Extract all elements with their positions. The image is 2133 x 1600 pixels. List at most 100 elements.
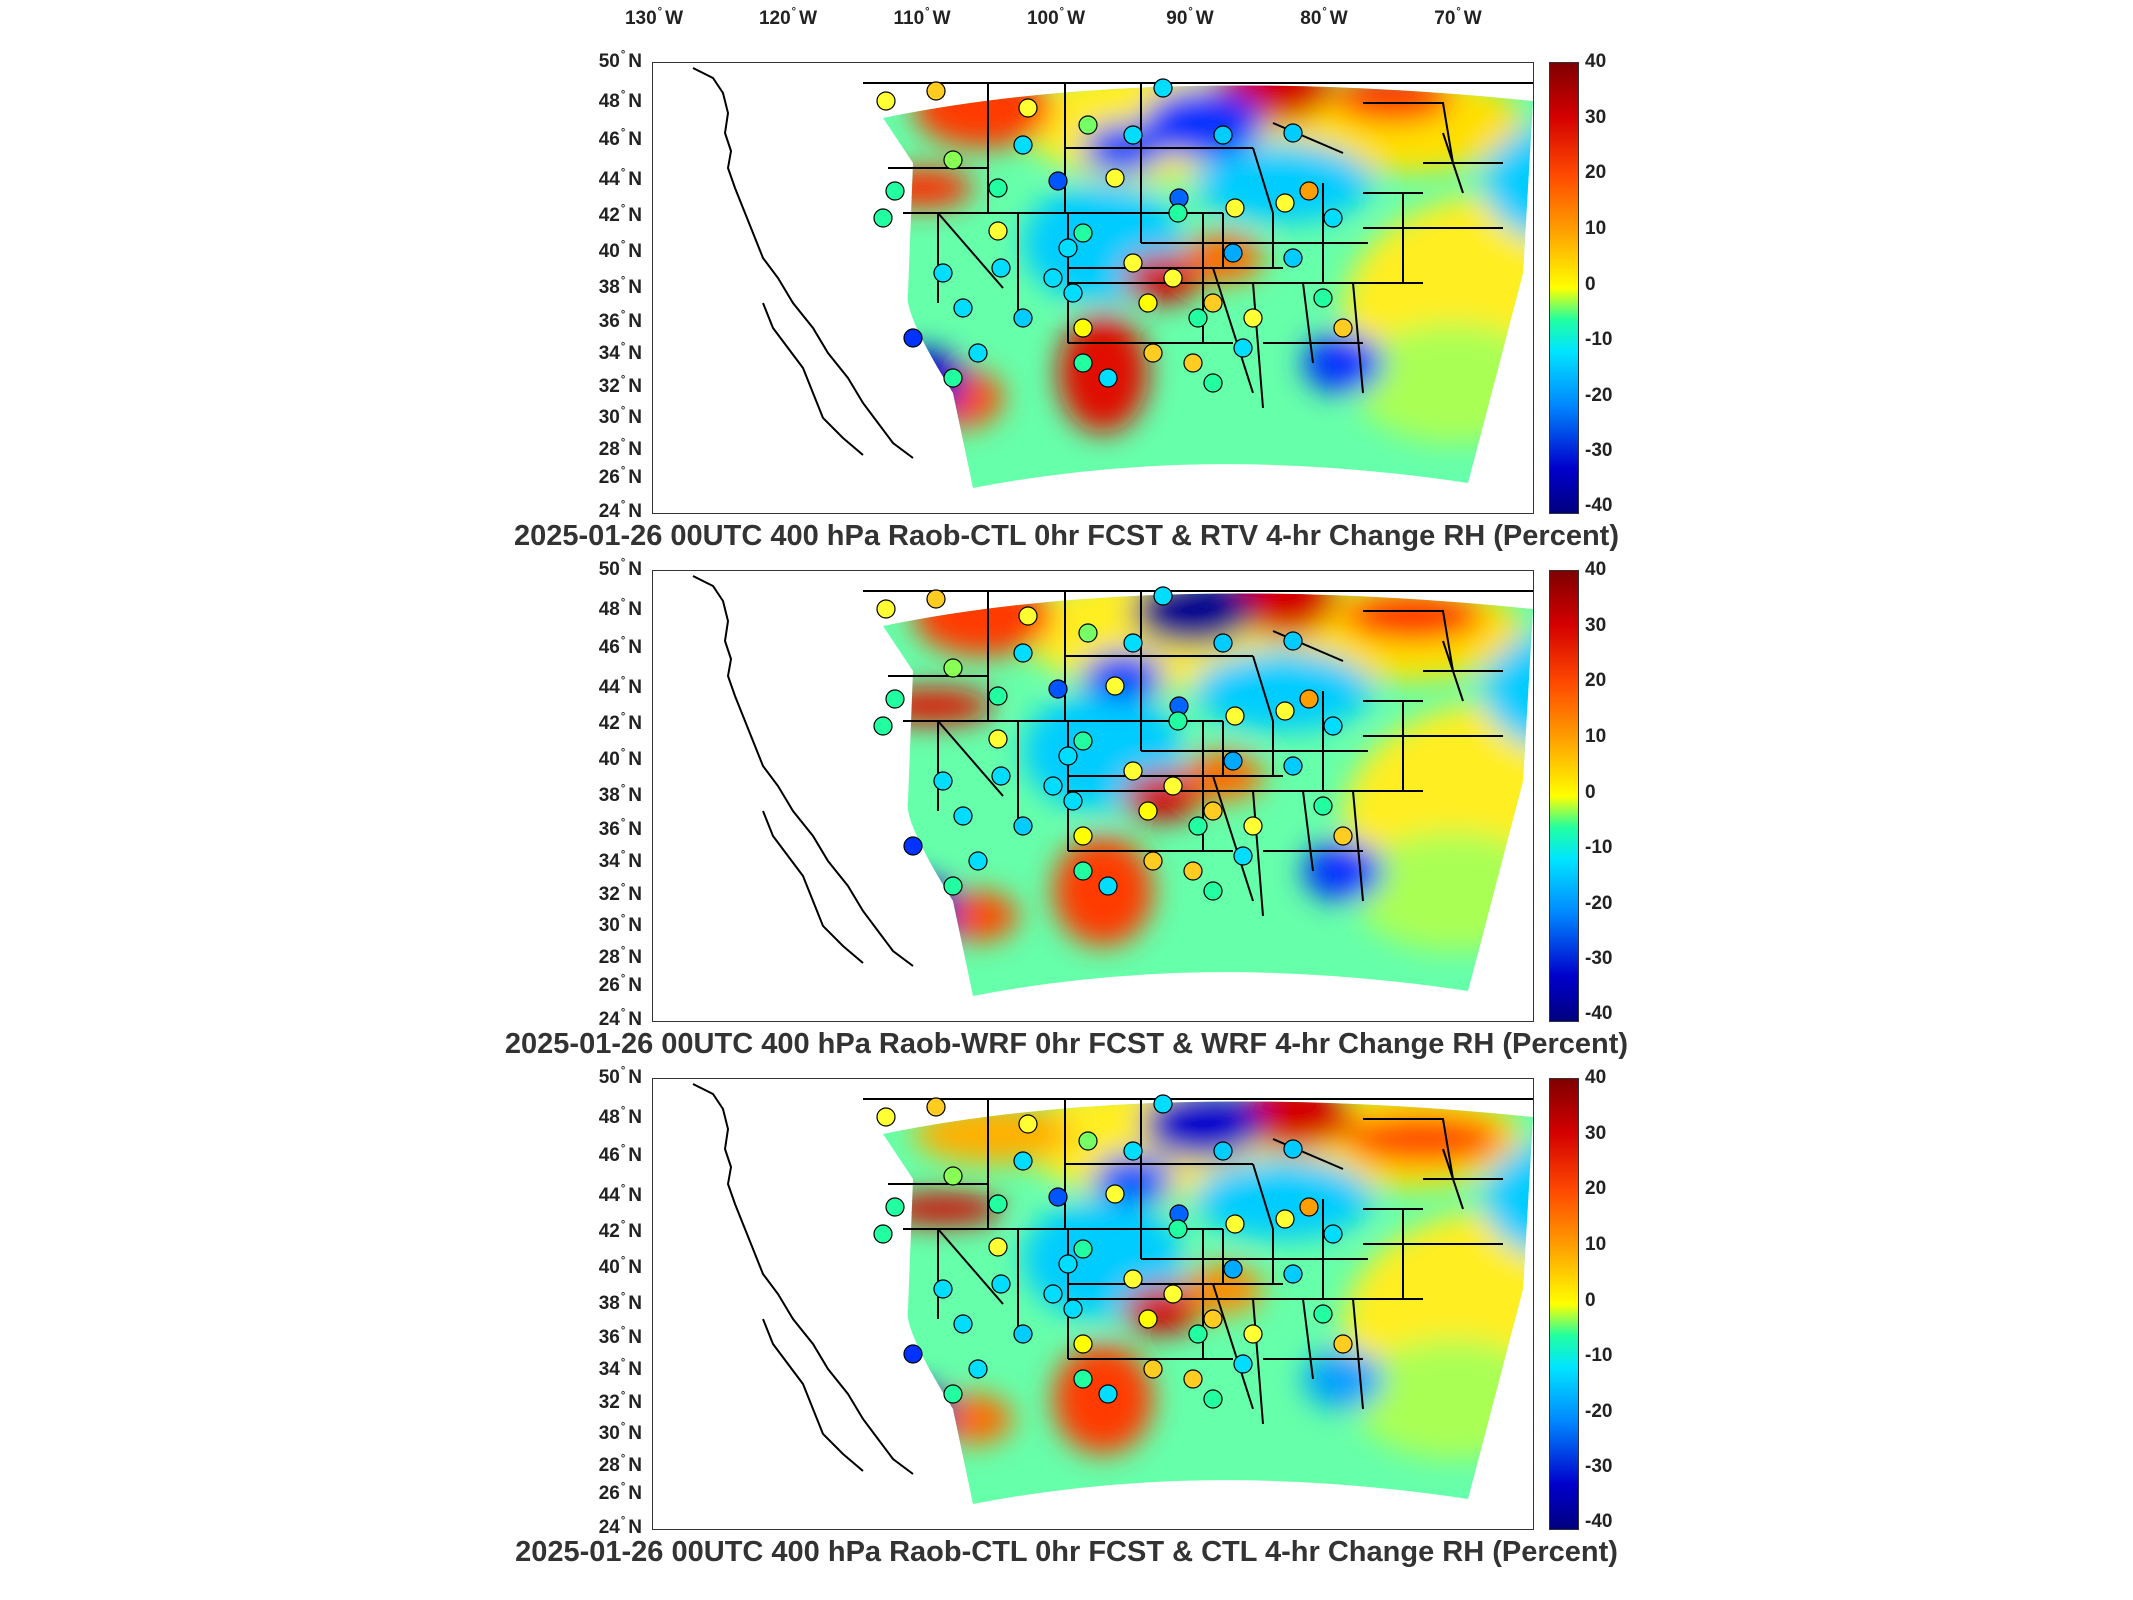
lat-label: 42° N	[598, 1219, 642, 1242]
raob-station-marker	[988, 178, 1008, 198]
raob-station-marker	[1138, 293, 1158, 313]
colorbar-tick: 30	[1585, 615, 1607, 636]
raob-station-marker	[1078, 623, 1098, 643]
lat-label: 24° N	[598, 1515, 642, 1538]
lat-label: 46° N	[598, 127, 642, 150]
colorbar-tick: 0	[1585, 274, 1596, 295]
rh-change-field	[883, 1101, 1533, 1505]
raob-station-marker	[1048, 171, 1068, 191]
raob-station-marker	[873, 716, 893, 736]
raob-station-marker	[1203, 1309, 1223, 1329]
raob-station-marker	[1233, 338, 1253, 358]
raob-station-marker	[1098, 876, 1118, 896]
raob-station-marker	[1299, 181, 1319, 201]
coastline	[762, 302, 864, 456]
rh-change-map	[652, 570, 1534, 1022]
raob-station-marker	[1123, 761, 1143, 781]
raob-station-marker	[876, 91, 896, 111]
raob-station-marker	[926, 1097, 946, 1117]
raob-station-marker	[991, 766, 1011, 786]
raob-station-marker	[1313, 288, 1333, 308]
raob-station-marker	[1123, 633, 1143, 653]
raob-station-marker	[1203, 1389, 1223, 1409]
raob-station-marker	[1078, 1131, 1098, 1151]
raob-station-marker	[1073, 731, 1093, 751]
raob-station-marker	[903, 328, 923, 348]
raob-station-marker	[988, 729, 1008, 749]
colorbar-tick: -30	[1585, 1456, 1613, 1477]
lat-label: 30° N	[598, 913, 642, 936]
raob-station-marker	[1058, 746, 1078, 766]
colorbar-tick: -10	[1585, 1345, 1613, 1366]
state-line	[1352, 282, 1364, 394]
raob-station-marker	[1163, 776, 1183, 796]
state-line	[1302, 1298, 1314, 1380]
raob-station-marker	[1223, 751, 1243, 771]
rh-blob	[883, 1384, 953, 1444]
rh-blob	[1093, 1154, 1173, 1204]
lat-label: 40° N	[598, 1255, 642, 1278]
colorbar-tick: 40	[1585, 51, 1607, 72]
state-line	[1252, 655, 1274, 722]
state-line	[1252, 790, 1264, 917]
raob-station-marker	[933, 1279, 953, 1299]
raob-station-marker	[1275, 701, 1295, 721]
raob-station-marker	[1058, 1254, 1078, 1274]
lon-label: 110° W	[893, 6, 951, 29]
raob-station-marker	[885, 1197, 905, 1217]
panel-title-2: 2025-01-26 00UTC 400 hPa Raob-WRF 0hr FC…	[504, 1028, 1629, 1060]
raob-station-marker	[1213, 1141, 1233, 1161]
raob-station-marker	[1063, 283, 1083, 303]
raob-station-marker	[885, 181, 905, 201]
colorbar-tick: 30	[1585, 1123, 1607, 1144]
raob-station-marker	[1043, 776, 1063, 796]
state-line	[1363, 1118, 1454, 1180]
panel-title-1: 2025-01-26 00UTC 400 hPa Raob-CTL 0hr FC…	[514, 520, 1619, 552]
state-line	[1352, 790, 1364, 902]
raob-station-marker	[1323, 716, 1343, 736]
raob-station-marker	[1168, 203, 1188, 223]
raob-station-marker	[903, 836, 923, 856]
state-line	[1352, 1298, 1364, 1410]
raob-station-marker	[1143, 851, 1163, 871]
coastline	[762, 810, 864, 964]
state-line	[1302, 282, 1314, 364]
raob-station-marker	[1333, 826, 1353, 846]
state-line	[1442, 132, 1464, 194]
raob-station-marker	[1183, 861, 1203, 881]
raob-station-marker	[1043, 1284, 1063, 1304]
rh-blob	[883, 1193, 1003, 1225]
map-panel-1: 50° N 48° N 46° N 44° N 42° N 40° N 38° N 36° N 34° N 32° N…	[0, 0, 2133, 530]
lat-label: 42° N	[598, 711, 642, 734]
raob-station-marker	[1203, 293, 1223, 313]
colorbar-tick: -20	[1585, 385, 1613, 406]
raob-station-marker	[926, 81, 946, 101]
raob-station-marker	[1138, 1309, 1158, 1329]
colorbar-tick: -30	[1585, 440, 1613, 461]
lat-label: 50° N	[598, 557, 642, 580]
rh-blob	[1083, 651, 1163, 701]
rh-blob	[938, 891, 1018, 941]
raob-station-marker	[1283, 248, 1303, 268]
lat-label: 26° N	[598, 465, 642, 488]
raob-station-marker	[876, 599, 896, 619]
colorbar-tick: -40	[1585, 1003, 1613, 1024]
colorbar-tick: 20	[1585, 162, 1607, 183]
rh-blob	[1483, 631, 1533, 751]
raob-station-marker	[873, 208, 893, 228]
raob-station-marker	[988, 1194, 1008, 1214]
raob-station-marker	[1283, 1264, 1303, 1284]
colorbar-tick: 40	[1585, 559, 1607, 580]
raob-station-marker	[1243, 816, 1263, 836]
raob-station-marker	[1073, 1334, 1093, 1354]
lon-label: 120° W	[758, 6, 818, 29]
raob-station-marker	[1018, 1114, 1038, 1134]
raob-station-marker	[1225, 198, 1245, 218]
rh-change-map	[652, 1078, 1534, 1530]
lat-label: 44° N	[598, 1183, 642, 1206]
lat-label: 36° N	[598, 1325, 642, 1348]
lat-label: 44° N	[598, 167, 642, 190]
lat-label: 36° N	[598, 309, 642, 332]
raob-station-marker	[1213, 125, 1233, 145]
colorbar-tick: -40	[1585, 495, 1613, 516]
